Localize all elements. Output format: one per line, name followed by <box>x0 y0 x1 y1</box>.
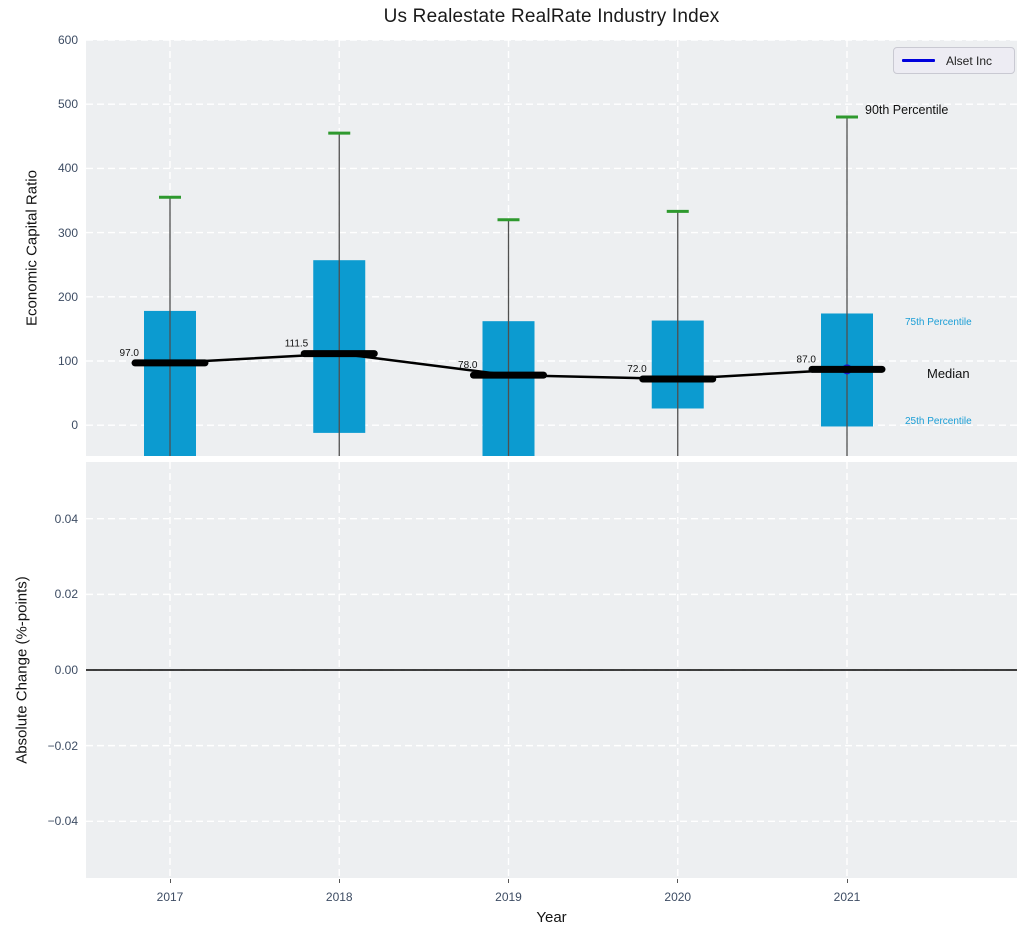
legend-label: Alset Inc <box>946 53 993 68</box>
xtick-label-2021: 2021 <box>833 890 861 904</box>
bottom-plot-svg <box>86 462 1017 878</box>
xtick-mark-2021 <box>846 879 848 883</box>
xtick-label-2017: 2017 <box>156 890 184 904</box>
xtick-label-2018: 2018 <box>325 890 353 904</box>
x-axis-label-year: Year <box>536 909 567 926</box>
median-value-label-2017: 97.0 <box>120 348 140 359</box>
top-plot-area: 97.0 111.5 78.0 72.0 87.0 90th Percentile 75th… <box>86 40 1017 456</box>
ytick-top-500: 500 <box>57 97 78 112</box>
annotation-25th-percentile: 25th Percentile <box>905 416 972 427</box>
xtick-mark-2018 <box>338 879 340 883</box>
ytick-bottom-−0.04: −0.04 <box>47 814 78 829</box>
xtick-mark-2019 <box>508 879 509 883</box>
bottom-plot-area <box>86 462 1017 878</box>
ytick-top-100: 100 <box>57 353 78 368</box>
ytick-top-0: 0 <box>71 418 78 433</box>
ytick-top-400: 400 <box>57 161 78 176</box>
annotation-median: Median <box>927 366 970 381</box>
median-value-label-2020: 72.0 <box>627 364 647 375</box>
ytick-bottom-−0.02: −0.02 <box>47 738 78 753</box>
y-axis-label-absolute-change: Absolute Change (%-points) <box>13 576 31 764</box>
ytick-top-200: 200 <box>57 289 78 304</box>
ytick-bottom-0.00: 0.00 <box>54 663 78 677</box>
ytick-top-300: 300 <box>57 225 78 240</box>
legend: Alset Inc <box>893 47 1015 74</box>
chart-title: Us Realestate RealRate Industry Index <box>383 6 720 27</box>
ytick-bottom-0.02: 0.02 <box>54 587 78 602</box>
top-plot-svg: 97.0 111.5 78.0 72.0 87.0 90th Percentile 75th… <box>86 40 1017 456</box>
median-value-label-2018: 111.5 <box>285 339 309 350</box>
legend-line-icon <box>902 59 935 62</box>
xtick-label-2020: 2020 <box>664 890 692 904</box>
median-value-label-2019: 78.0 <box>458 360 478 371</box>
xtick-mark-2020 <box>677 879 679 883</box>
xtick-mark-2017 <box>169 879 171 883</box>
xtick-label-2019: 2019 <box>495 890 522 904</box>
annotation-90th-percentile: 90th Percentile <box>865 103 948 117</box>
annotation-75th-percentile: 75th Percentile <box>905 317 972 328</box>
median-value-label-2021: 87.0 <box>797 354 817 365</box>
ytick-bottom-0.04: 0.04 <box>54 511 78 526</box>
ytick-top-600: 600 <box>57 33 78 47</box>
